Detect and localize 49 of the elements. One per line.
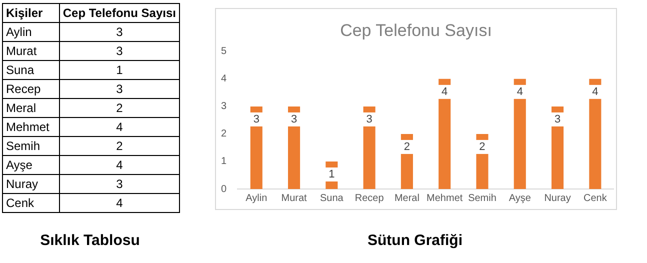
y-tick-label: 1	[221, 156, 227, 168]
data-label: 3	[59, 174, 180, 194]
y-tick-label: 5	[221, 46, 227, 58]
data-label: 4	[592, 86, 598, 98]
category-label: Suna	[2, 60, 60, 80]
x-tick-label: Murat	[281, 192, 308, 204]
data-label: 1	[59, 60, 180, 80]
x-tick-label: Semih	[468, 192, 496, 204]
data-label: 4	[59, 156, 180, 174]
x-tick-label: Meral	[394, 192, 420, 204]
x-tick-label: Nuray	[544, 192, 571, 204]
chart-title: Cep Telefonu Sayısı	[340, 20, 492, 40]
data-label: 1	[328, 168, 335, 181]
x-tick-label: Aylin	[246, 192, 268, 204]
category-label: Mehmet	[2, 118, 60, 136]
y-tick-label: 0	[221, 184, 227, 195]
category-label: Semih	[2, 136, 60, 156]
text: Cep Telefonu Sayısı	[59, 4, 180, 22]
x-tick-label: Recep	[354, 192, 384, 204]
data-label: 3	[59, 22, 180, 42]
data-label: 3	[366, 113, 372, 126]
data-label: 2	[59, 98, 180, 118]
data-label: 4	[59, 194, 180, 212]
data-label: 2	[59, 136, 180, 156]
y-tick-label: 4	[221, 74, 227, 85]
data-label: 3	[59, 80, 180, 98]
text: Sıklık Tablosu	[39, 232, 141, 249]
data-label: 3	[59, 42, 180, 60]
data-label: 3	[290, 113, 298, 126]
x-tick-label: Ayşe	[508, 192, 532, 204]
data-label: 2	[404, 140, 410, 153]
y-tick-label: 2	[221, 128, 227, 140]
text: Kişiler	[2, 4, 60, 22]
data-label: 4	[442, 86, 448, 98]
x-tick-label: Cenk	[584, 192, 608, 204]
data-label: 3	[554, 113, 561, 126]
category-label: Recep	[2, 80, 60, 98]
y-tick-label: 3	[221, 101, 227, 112]
x-tick-label: Suna	[320, 192, 344, 204]
x-tick-label: Mehmet	[426, 192, 463, 204]
data-label: 3	[253, 113, 260, 126]
data-label: 2	[479, 140, 486, 153]
data-label: 4	[59, 118, 180, 136]
text: Sütun Grafiği	[366, 232, 464, 249]
category-label: Meral	[2, 98, 60, 118]
data-label: 4	[516, 86, 523, 98]
category-label: Ayşe	[2, 156, 60, 174]
category-label: Murat	[2, 42, 60, 60]
category-label: Aylin	[2, 22, 60, 42]
